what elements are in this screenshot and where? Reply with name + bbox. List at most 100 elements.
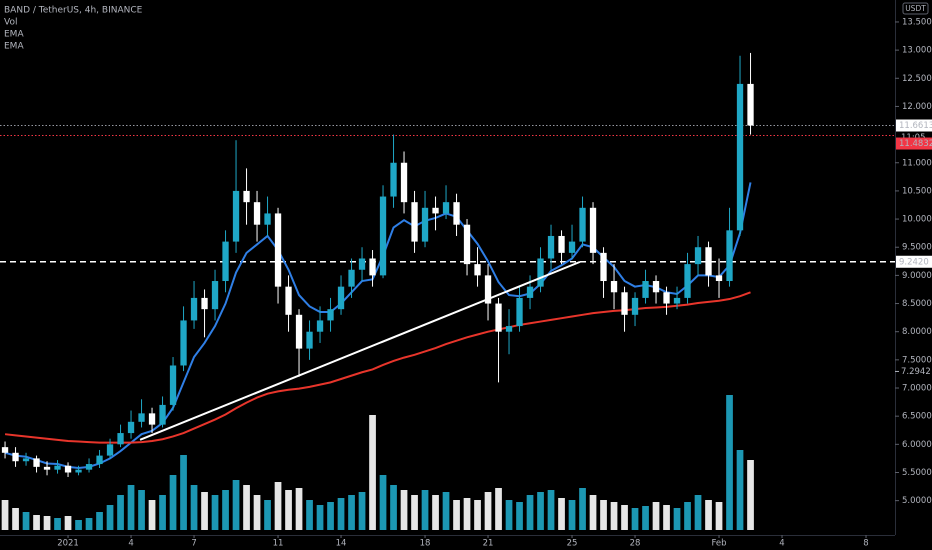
x-tick-label: 7 (191, 539, 196, 549)
volume-bar (295, 488, 303, 530)
candle-body (306, 331, 313, 349)
currency-label[interactable]: USDT (905, 4, 926, 13)
candle-body (736, 83, 744, 231)
volume-bar (421, 490, 429, 530)
volume-bar (516, 502, 523, 530)
candle-body (190, 297, 198, 321)
candle-body (421, 207, 429, 242)
candle-body (22, 458, 30, 462)
countdown-box (896, 131, 932, 143)
candle-body (138, 413, 145, 422)
currency-box[interactable] (902, 2, 929, 15)
candle-body (159, 404, 166, 425)
candle-body (684, 264, 691, 298)
y-tick-label: 12.5000 (902, 74, 932, 84)
y-tick-label: 9.0000 (902, 271, 932, 281)
candle-body (148, 413, 156, 425)
volume-bar (642, 506, 649, 530)
candle-body (400, 162, 408, 203)
x-tick-label: 28 (630, 539, 641, 549)
volume-bar (558, 498, 565, 530)
candle-body (453, 202, 460, 225)
volume-bar (400, 490, 408, 530)
candle-body (484, 275, 492, 304)
candle-body (526, 286, 534, 298)
candle-body (663, 292, 670, 304)
candle-body (652, 281, 660, 293)
volume-bar (253, 495, 261, 530)
volume-bar (169, 475, 177, 530)
volume-bar (96, 512, 103, 530)
chart-title: BAND / TetherUS, 4h, BINANCE (4, 6, 143, 16)
indicator-label: EMA (4, 30, 24, 40)
x-tick-label: 4 (779, 539, 784, 549)
volume-bar (694, 495, 702, 530)
candle-body (495, 303, 502, 332)
y-tick-label: 6.5000 (902, 412, 932, 422)
candle-body (358, 258, 366, 270)
candle-body (127, 421, 135, 434)
y-tick-label: 10.0000 (902, 215, 932, 225)
plot-area (0, 52, 895, 530)
candle-body (589, 207, 597, 253)
ema-line (4, 182, 752, 469)
volume-bar (274, 482, 282, 530)
volume-bar (621, 505, 628, 530)
candle-body (169, 365, 177, 405)
candle-body (85, 464, 93, 470)
y-tick-label: 12.0000 (902, 102, 932, 112)
volume-bar (568, 500, 576, 530)
candle-body (316, 320, 324, 332)
volume-bar (652, 502, 660, 530)
y-tick-label: 11.0000 (902, 158, 932, 168)
candle-body (747, 83, 754, 126)
candle-body (180, 320, 187, 366)
candle-body (537, 258, 544, 287)
candle-body (327, 309, 334, 321)
candle-body (1, 447, 9, 453)
volume-bar (736, 450, 744, 530)
y-tick-label: 5.5000 (902, 468, 932, 478)
candle-body (715, 275, 723, 282)
y-tick-label: 8.0000 (902, 327, 932, 337)
candle-body (547, 235, 555, 259)
price-label: 11.4832 (899, 139, 932, 149)
price-label-box (896, 255, 932, 268)
volume-bar (43, 516, 51, 530)
candle-body (348, 269, 355, 287)
volume-bar (180, 455, 187, 530)
volume-bar (358, 492, 366, 530)
volume-bar (106, 505, 114, 530)
candle-body (600, 252, 607, 282)
volume-bar (12, 508, 19, 530)
volume-bar (453, 500, 460, 530)
volume-bar (1, 500, 9, 530)
candle-body (442, 202, 450, 214)
price-label-box (896, 119, 932, 132)
candle-body (54, 465, 61, 470)
x-tick-label: 14 (336, 539, 347, 549)
volume-bar (85, 518, 93, 530)
volume-bar (747, 460, 754, 530)
candle-body (463, 224, 471, 265)
candle-body (243, 190, 250, 203)
candle-body (285, 286, 292, 315)
volume-bar (127, 485, 135, 530)
volume-bar (579, 488, 586, 530)
volume-bar (306, 500, 313, 530)
y-tick-label: 13.5000 (902, 17, 932, 27)
volume-bar (663, 505, 670, 530)
indicator-label: Vol (4, 18, 17, 28)
x-tick-label: 2021 (57, 539, 79, 549)
candle-body (117, 433, 124, 445)
volume-bar (610, 502, 618, 530)
candle-body (43, 466, 51, 470)
candle-body (222, 241, 229, 282)
y-tick-label: 10.5000 (902, 186, 932, 196)
volume-bar (474, 500, 481, 530)
x-tick-label: Feb (711, 539, 726, 549)
candle-body (337, 286, 345, 310)
x-tick-label: 4 (128, 539, 133, 549)
